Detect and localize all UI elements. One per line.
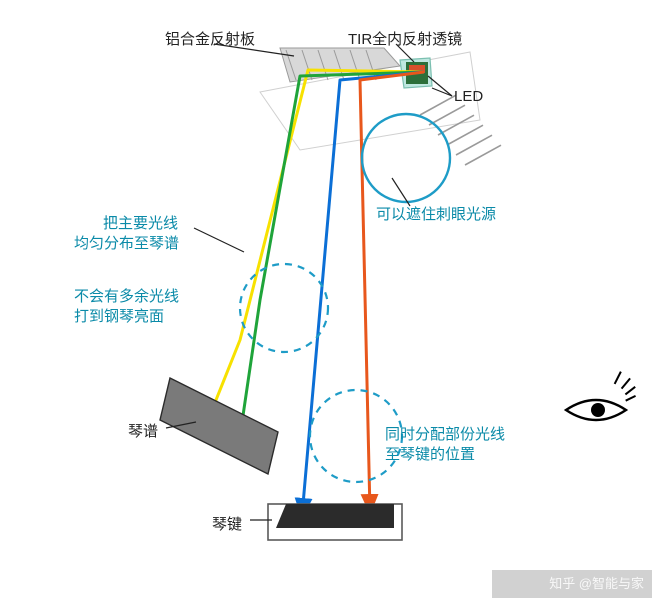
label-keys: 琴键: [212, 513, 242, 534]
label-tir-lens: TIR全内反射透镜: [348, 28, 462, 49]
glare-circle: [362, 114, 450, 202]
label-score: 琴谱: [128, 420, 158, 441]
watermark-text: 知乎 @智能与家: [549, 573, 644, 592]
label-no-spill-2: 打到钢琴亮面: [74, 305, 164, 326]
label-split-keys-1: 同时分配部份光线: [385, 423, 505, 444]
ray-green: [240, 72, 424, 436]
piano-keys: [276, 504, 394, 528]
label-reflector-top: 铝合金反射板: [165, 28, 255, 49]
label-led: LED: [454, 88, 483, 105]
label-glare-shield: 可以遮住刺眼光源: [376, 203, 496, 224]
label-no-spill-1: 不会有多余光线: [74, 285, 179, 306]
label-split-keys-2: 至琴键的位置: [385, 443, 475, 464]
label-main-spread-2: 均匀分布至琴谱: [74, 232, 179, 253]
label-main-spread-1: 把主要光线: [103, 212, 178, 233]
